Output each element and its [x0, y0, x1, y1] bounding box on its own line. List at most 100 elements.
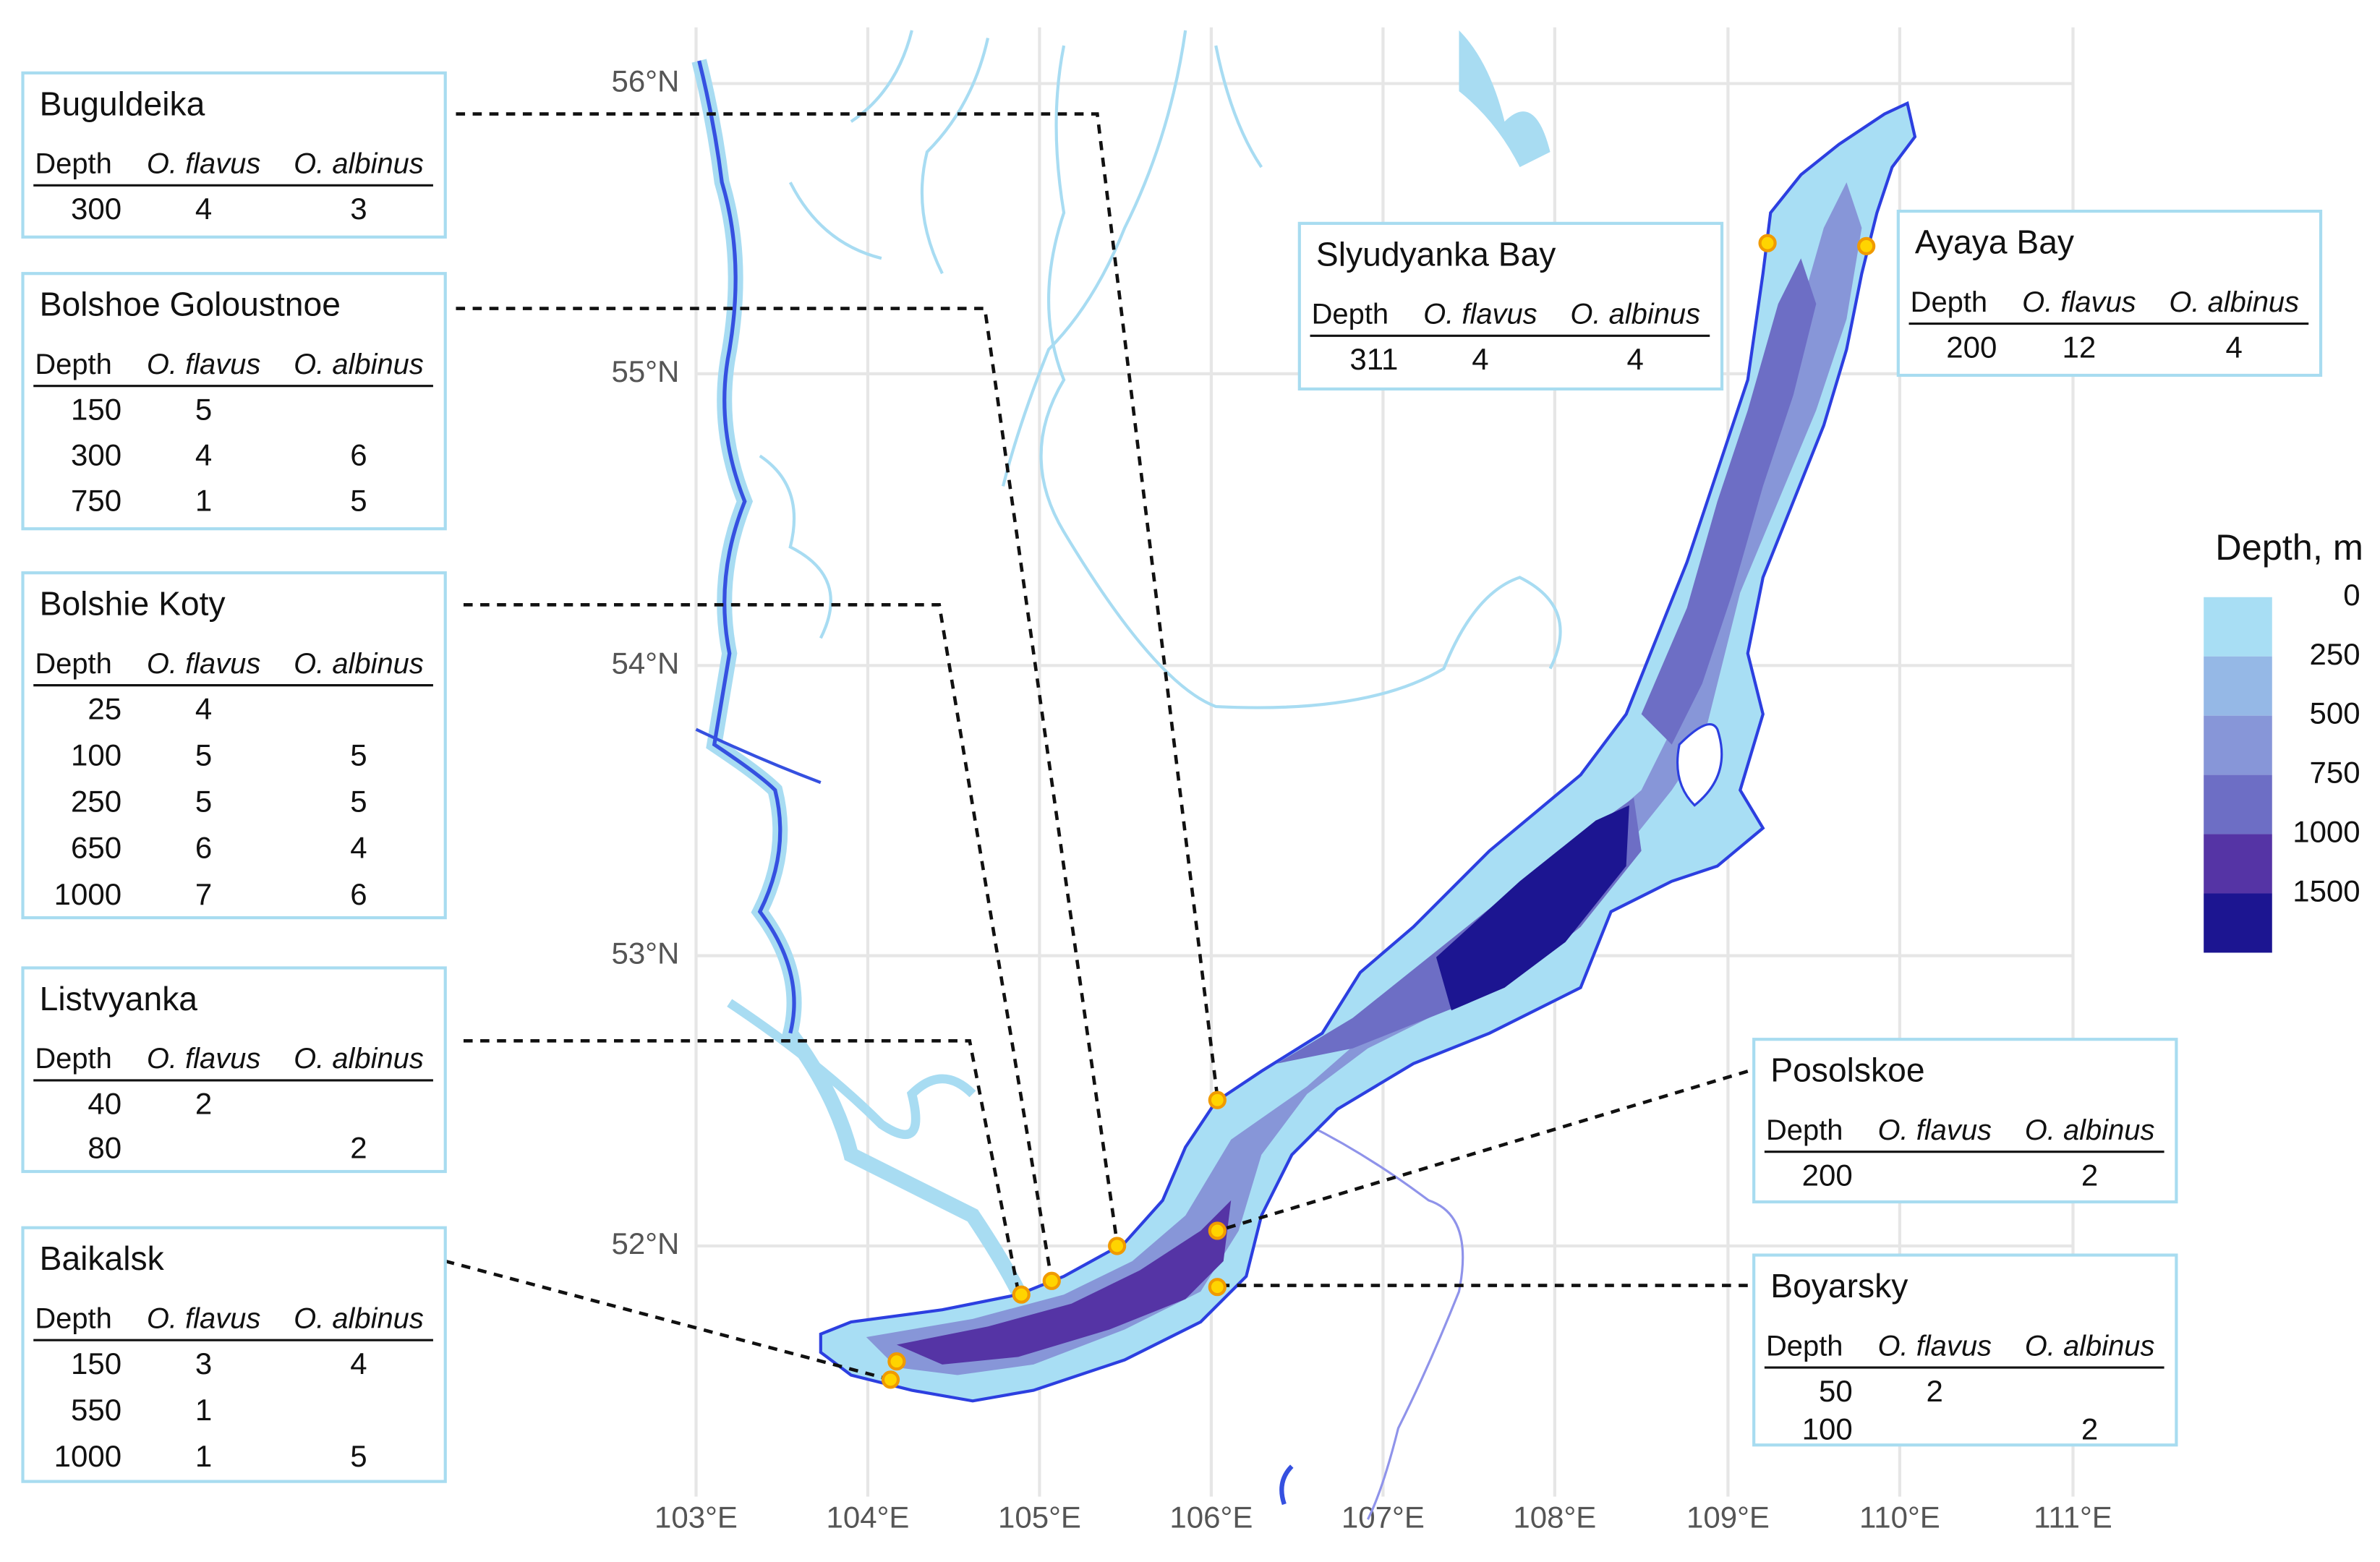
site-table: Listvyanka Depth O. flavus O. albinus 40 2 80 2: [21, 966, 447, 1174]
site-table: Boyarsky Depth O. flavus O. albinus 50 2 100 2: [1752, 1253, 2178, 1447]
site-name: Listvyanka: [40, 980, 198, 1017]
column-header: O. albinus: [294, 148, 424, 180]
table-cell: 2: [1927, 1374, 1943, 1408]
table-cell: 1000: [54, 1439, 121, 1473]
column-header: Depth: [1766, 1114, 1843, 1146]
graticule: 56°N 55°N 54°N 53°N 52°N 103°E 104°E 105°E 106°E…: [611, 27, 2112, 1534]
site-marker: [887, 1352, 906, 1371]
column-header: O. albinus: [294, 1302, 424, 1334]
table-cell: 12: [2063, 330, 2097, 364]
site-marker: [1012, 1285, 1031, 1304]
lat-tick-label: 56°N: [611, 64, 679, 98]
column-header: O. flavus: [2022, 286, 2136, 318]
table-cell: 1: [195, 484, 212, 518]
table-cell: 650: [71, 831, 121, 865]
table-cell: 5: [195, 738, 212, 772]
legend-label: 750: [2310, 756, 2360, 790]
site-name: Boyarsky: [1770, 1267, 1908, 1305]
table-box: [1896, 209, 2323, 377]
table-box: [1752, 1253, 2178, 1447]
table-cell: 3: [195, 1347, 212, 1380]
site-name: Buguldeika: [40, 85, 205, 122]
column-header: Depth: [35, 648, 112, 680]
site-marker: [1208, 1221, 1227, 1240]
legend-swatch: [2204, 834, 2272, 894]
table-cell: 5: [350, 738, 367, 772]
lon-tick-label: 103°E: [654, 1500, 738, 1534]
lat-tick-label: 54°N: [611, 646, 679, 680]
site-table: Baikalsk Depth O. flavus O. albinus 150 3 4 550…: [21, 1226, 447, 1483]
table-cell: 6: [195, 831, 212, 865]
table-cell: 200: [1802, 1158, 1853, 1192]
legend-label: 1500: [2292, 874, 2360, 908]
table-cell: 5: [350, 785, 367, 819]
legend-swatch: [2204, 774, 2272, 835]
table-cell: 2: [195, 1087, 212, 1121]
site-name: Bolshie Koty: [40, 585, 226, 623]
table-cell: 3: [350, 192, 367, 226]
legend-label: 500: [2310, 696, 2360, 730]
site-marker: [1208, 1091, 1227, 1109]
site-name: Bolshoe Goloustnoe: [40, 286, 341, 323]
table-cell: 4: [1472, 342, 1488, 376]
column-header: O. flavus: [147, 1043, 261, 1075]
table-cell: 5: [350, 484, 367, 518]
table-cell: 2: [2081, 1412, 2098, 1446]
site-table: Bolshoe Goloustnoe Depth O. flavus O. albin…: [21, 272, 447, 531]
lat-tick-label: 55°N: [611, 354, 679, 388]
column-header: O. albinus: [2025, 1114, 2155, 1146]
table-cell: 4: [195, 192, 212, 226]
table-box: [21, 966, 447, 1174]
column-header: O. albinus: [294, 1043, 424, 1075]
lat-tick-label: 52°N: [611, 1226, 679, 1260]
table-cell: 250: [71, 785, 121, 819]
site-table: Slyudyanka Bay Depth O. flavus O. albinus 31…: [1297, 221, 1724, 390]
table-box: [21, 571, 447, 920]
site-marker: [1208, 1278, 1227, 1297]
lat-tick-label: 53°N: [611, 936, 679, 970]
table-cell: 100: [1802, 1412, 1853, 1446]
table-cell: 2: [350, 1131, 367, 1165]
table-cell: 80: [88, 1131, 121, 1165]
column-header: Depth: [35, 1302, 112, 1334]
table-cell: 300: [71, 192, 121, 226]
lon-tick-label: 106°E: [1169, 1500, 1253, 1534]
site-table: Ayaya Bay Depth O. flavus O. albinus 200 12 4: [1896, 209, 2323, 377]
table-cell: 1: [195, 1439, 212, 1473]
legend-swatch: [2204, 893, 2272, 953]
column-header: O. albinus: [294, 349, 424, 380]
table-cell: 4: [350, 1347, 367, 1380]
site-marker: [1042, 1271, 1061, 1290]
table-cell: 4: [2226, 330, 2243, 364]
legend-swatch: [2204, 597, 2272, 657]
table-cell: 25: [88, 691, 121, 725]
column-header: O. flavus: [147, 1302, 261, 1334]
column-header: O. flavus: [147, 349, 261, 380]
lon-tick-label: 111°E: [2034, 1500, 2112, 1534]
lon-tick-label: 107°E: [1342, 1500, 1425, 1534]
connectors: [445, 112, 1749, 1382]
table-cell: 4: [195, 438, 212, 472]
lake: [819, 101, 1917, 1403]
table-cell: 550: [71, 1393, 121, 1427]
column-header: Depth: [1911, 286, 1988, 318]
column-header: O. flavus: [1423, 299, 1537, 330]
column-header: O. albinus: [2025, 1330, 2155, 1362]
column-header: Depth: [35, 1043, 112, 1075]
table-cell: 40: [88, 1087, 121, 1121]
site-name: Slyudyanka Bay: [1316, 235, 1556, 273]
table-cell: 5: [195, 785, 212, 819]
lon-tick-label: 104°E: [827, 1500, 910, 1534]
lon-tick-label: 109°E: [1686, 1500, 1770, 1534]
table-cell: 200: [1946, 330, 1997, 364]
sites: [881, 234, 1876, 1389]
table-cell: 750: [71, 484, 121, 518]
lon-tick-label: 110°E: [1859, 1500, 1940, 1534]
legend-label: 250: [2310, 637, 2360, 671]
column-header: O. flavus: [147, 148, 261, 180]
column-header: O. flavus: [1878, 1114, 1992, 1146]
table-cell: 100: [71, 738, 121, 772]
column-header: Depth: [35, 349, 112, 380]
table-box: [21, 1226, 447, 1483]
